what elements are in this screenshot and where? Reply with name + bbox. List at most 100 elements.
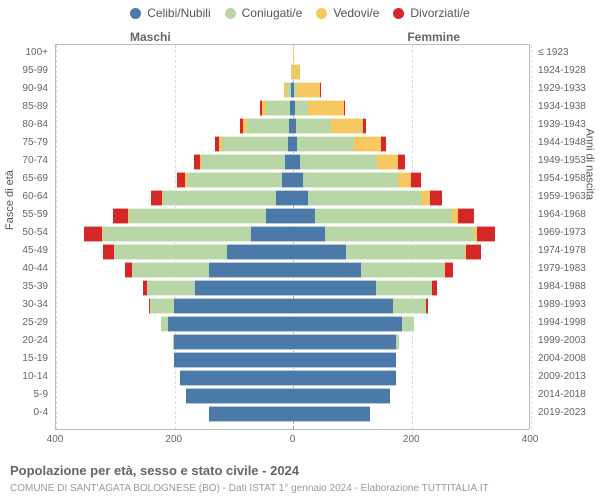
bar-male (260, 100, 292, 116)
bar-segment (354, 136, 381, 152)
bar-segment (174, 298, 293, 314)
bar-segment (247, 118, 289, 134)
bar-segment (421, 190, 430, 206)
bar-segment (174, 352, 293, 368)
bar-male (84, 226, 292, 242)
bar-segment (458, 208, 475, 224)
y-label-birth: 1979-1983 (534, 260, 600, 278)
y-label-age: 30-34 (0, 296, 52, 314)
pyramid-row (56, 369, 529, 387)
x-axis: 4002000200400 (55, 434, 530, 450)
pyramid-row (56, 333, 529, 351)
bar-male (113, 208, 292, 224)
bar-male (186, 388, 293, 404)
bar-segment (293, 190, 308, 206)
bar-segment (381, 136, 386, 152)
pyramid-row (56, 189, 529, 207)
y-label-age: 20-24 (0, 332, 52, 350)
y-label-age: 75-79 (0, 134, 52, 152)
bar-segment (393, 298, 426, 314)
bar-male (103, 244, 293, 260)
legend-item: Coniugati/e (225, 6, 303, 20)
bar-segment (266, 208, 293, 224)
y-label-birth: 1929-1933 (534, 80, 600, 98)
bar-female (293, 118, 367, 134)
bar-segment (331, 118, 364, 134)
bar-segment (402, 316, 414, 332)
y-label-age: 35-39 (0, 278, 52, 296)
bar-female (293, 262, 454, 278)
bar-male (194, 154, 293, 170)
bar-segment (129, 208, 266, 224)
bar-female (293, 172, 421, 188)
pyramid-row (56, 315, 529, 333)
bar-segment (295, 100, 308, 116)
bar-segment (293, 406, 370, 422)
y-label-age: 55-59 (0, 206, 52, 224)
bar-female (293, 190, 442, 206)
y-label-birth: 1944-1948 (534, 134, 600, 152)
bar-segment (150, 298, 174, 314)
y-label-birth: 1989-1993 (534, 296, 600, 314)
bar-segment (227, 244, 292, 260)
bar-segment (426, 298, 428, 314)
pyramid-row (56, 405, 529, 423)
bar-female (293, 334, 399, 350)
plot-area (55, 44, 530, 430)
bar-female (293, 298, 428, 314)
y-label-age: 70-74 (0, 152, 52, 170)
bar-segment (297, 82, 320, 98)
bar-female (293, 64, 300, 80)
y-label-birth: 1939-1943 (534, 116, 600, 134)
bar-segment (296, 118, 330, 134)
legend-item: Divorziati/e (393, 6, 469, 20)
bar-segment (195, 280, 293, 296)
bar-male (161, 316, 293, 332)
bar-segment (377, 154, 398, 170)
bar-female (293, 370, 397, 386)
y-label-birth: 1999-2003 (534, 332, 600, 350)
bar-segment (320, 82, 321, 98)
bar-segment (161, 316, 168, 332)
bar-female (293, 406, 370, 422)
legend-label: Coniugati/e (242, 6, 303, 20)
bar-segment (177, 172, 185, 188)
bar-segment (209, 406, 292, 422)
bar-female (293, 82, 321, 98)
pyramid-row (56, 243, 529, 261)
bar-segment (361, 262, 444, 278)
bar-segment (293, 316, 403, 332)
y-label-birth: 1994-1998 (534, 314, 600, 332)
bar-segment (300, 154, 377, 170)
chart-title: Popolazione per età, sesso e stato civil… (10, 463, 299, 478)
bar-segment (125, 262, 132, 278)
pyramid-row (56, 279, 529, 297)
bar-female (293, 280, 437, 296)
y-label-age: 15-19 (0, 350, 52, 368)
bar-segment (398, 154, 405, 170)
bar-female (293, 316, 415, 332)
chart-container: Celibi/NubiliConiugati/eVedovi/eDivorzia… (0, 0, 600, 500)
y-label-age: 85-89 (0, 98, 52, 116)
bar-female (293, 226, 495, 242)
bar-segment (293, 388, 391, 404)
bar-segment (174, 334, 293, 350)
y-label-age: 5-9 (0, 386, 52, 404)
bar-segment (344, 100, 346, 116)
bar-segment (445, 262, 454, 278)
bar-segment (103, 226, 251, 242)
y-label-birth: 1934-1938 (534, 98, 600, 116)
bar-segment (147, 280, 195, 296)
pyramid-row (56, 117, 529, 135)
bar-male (215, 136, 292, 152)
y-label-age: 40-44 (0, 260, 52, 278)
bar-male (240, 118, 292, 134)
y-label-age: 80-84 (0, 116, 52, 134)
bar-segment (168, 316, 293, 332)
x-tick-label: 400 (522, 434, 539, 445)
y-label-age: 0-4 (0, 404, 52, 422)
y-label-birth: 1954-1958 (534, 170, 600, 188)
pyramid-row (56, 297, 529, 315)
y-label-birth: 1949-1953 (534, 152, 600, 170)
pyramid-row (56, 351, 529, 369)
